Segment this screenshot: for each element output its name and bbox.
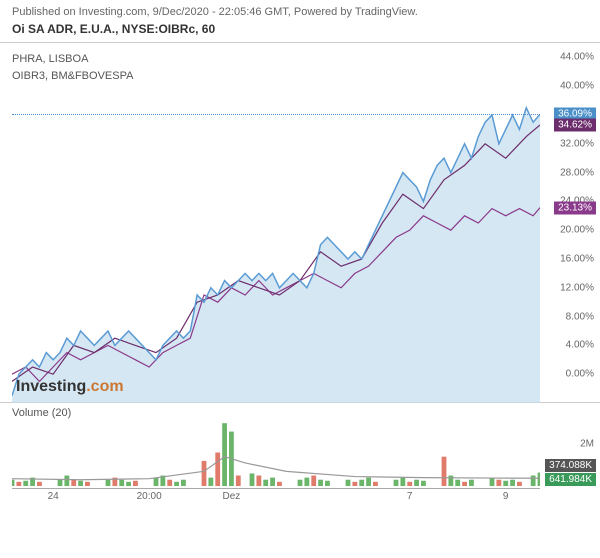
vol-y-tick: 2M bbox=[580, 439, 594, 450]
y-tick: 4.00% bbox=[566, 340, 594, 351]
volume-svg bbox=[12, 419, 540, 486]
legend-line-2: OIBR3, BM&FBOVESPA bbox=[12, 68, 133, 85]
chart-title: Oi SA ADR, E.U.A., NYSE:OIBRc, 60 bbox=[0, 20, 600, 42]
y-tick: 44.00% bbox=[560, 52, 594, 63]
x-tick: 7 bbox=[407, 491, 413, 502]
vol-badge: 641.984K bbox=[545, 473, 596, 486]
y-tick: 40.00% bbox=[560, 81, 594, 92]
vol-badge: 374.088K bbox=[545, 459, 596, 472]
volume-plot bbox=[12, 419, 540, 486]
y-axis: 0.00%4.00%8.00%12.00%16.00%20.00%24.00%2… bbox=[540, 43, 600, 402]
price-svg bbox=[12, 43, 540, 403]
price-badge: 23.13% bbox=[554, 201, 596, 214]
x-tick: 9 bbox=[503, 491, 509, 502]
watermark: Investing.com bbox=[16, 378, 124, 396]
price-chart[interactable]: PHRA, LISBOA OIBR3, BM&FBOVESPA Investin… bbox=[0, 42, 600, 402]
x-tick: 24 bbox=[48, 491, 59, 502]
y-tick: 20.00% bbox=[560, 225, 594, 236]
price-plot: Investing.com bbox=[12, 43, 540, 402]
y-tick: 32.00% bbox=[560, 138, 594, 149]
last-price-line bbox=[12, 114, 540, 115]
y-tick: 8.00% bbox=[566, 311, 594, 322]
y-tick: 28.00% bbox=[560, 167, 594, 178]
price-badge: 34.62% bbox=[554, 118, 596, 131]
volume-chart[interactable]: 2M 374.088K641.984K 24 20:00 Dez 7 9 bbox=[0, 419, 600, 504]
y-tick: 0.00% bbox=[566, 369, 594, 380]
x-tick: 20:00 bbox=[137, 491, 162, 502]
x-tick: Dez bbox=[223, 491, 241, 502]
y-tick: 12.00% bbox=[560, 282, 594, 293]
y-tick: 16.00% bbox=[560, 254, 594, 265]
legend-line-1: PHRA, LISBOA bbox=[12, 51, 133, 68]
volume-title: Volume (20) bbox=[0, 402, 600, 419]
x-axis: 24 20:00 Dez 7 9 bbox=[12, 488, 540, 504]
volume-y-axis: 2M 374.088K641.984K bbox=[540, 419, 600, 504]
legend: PHRA, LISBOA OIBR3, BM&FBOVESPA bbox=[12, 51, 133, 84]
publish-info: Published on Investing.com, 9/Dec/2020 -… bbox=[0, 0, 600, 20]
